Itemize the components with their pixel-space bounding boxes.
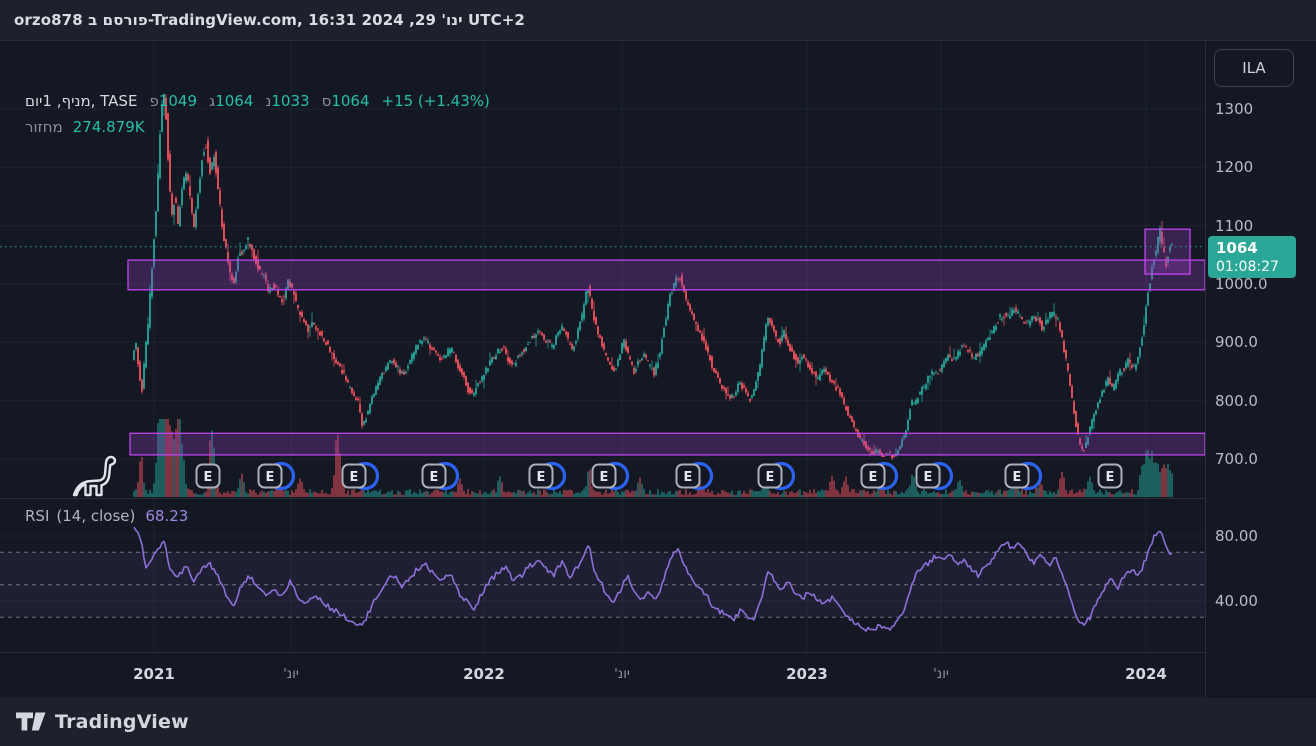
ohlc-value: 1064 — [331, 92, 369, 110]
text-token: ינו' — [441, 11, 462, 29]
volume-label: מחזור — [25, 118, 63, 136]
rsi-legend: RSI (14, close) 68.23 — [25, 507, 188, 525]
price-axis[interactable]: ILA 1064 01:08:27 1300 1200 1100 1000.0 900.… — [1205, 41, 1316, 698]
chart-svg[interactable]: EEEEEEEEEEEE — [0, 41, 1205, 698]
price-badge-value: 1064 — [1216, 238, 1296, 258]
earnings-marker[interactable]: E — [917, 464, 952, 489]
price-axis-label: 1300 — [1215, 100, 1253, 118]
ohlc-value: 1064 — [215, 92, 253, 110]
svg-text:E: E — [1013, 470, 1022, 485]
symbol-legend: מניף, 1יום, TASEפ1049ג1064נ1033ס1064+15 … — [25, 92, 490, 110]
svg-text:E: E — [684, 470, 693, 485]
time-axis-label: יונ' — [256, 665, 326, 683]
symbol-box-label: ILA — [1242, 59, 1265, 77]
svg-text:E: E — [600, 470, 609, 485]
text-token: , TASE — [91, 92, 138, 110]
earnings-marker[interactable]: E — [677, 464, 712, 489]
text-token: -TradingView.com, 16:31 2024 ,29 — [148, 11, 441, 29]
support-zone[interactable] — [130, 433, 1205, 455]
tradingview-logo-text: TradingView — [55, 711, 189, 733]
price-box-recent[interactable] — [1145, 229, 1190, 274]
earnings-marker[interactable]: E — [1099, 465, 1122, 488]
svg-text:E: E — [537, 470, 546, 485]
earnings-marker[interactable]: E — [423, 464, 458, 489]
dino-sticker[interactable] — [74, 457, 115, 495]
time-axis[interactable]: 2021 יונ' 2022 יונ' 2023 יונ' 2024 — [0, 652, 1205, 698]
text-token: פורסם ב — [88, 11, 148, 29]
svg-text:E: E — [266, 470, 275, 485]
rsi-axis-label: 40.00 — [1215, 592, 1258, 610]
rsi-axis-label: 80.00 — [1215, 527, 1258, 545]
text-token: orzo878 — [14, 11, 88, 29]
earnings-marker[interactable]: E — [259, 464, 294, 489]
svg-text:E: E — [869, 470, 878, 485]
price-badge-countdown: 01:08:27 — [1216, 258, 1296, 276]
svg-text:E: E — [1106, 470, 1115, 485]
earnings-marker[interactable]: E — [343, 464, 378, 489]
time-axis-label: 2024 — [1111, 665, 1181, 683]
tradingview-snapshot: orzo878 פורסם ב-TradingView.com, 16:31 2… — [0, 0, 1316, 746]
price-axis-label: 900.0 — [1215, 333, 1258, 351]
chart-frame: EEEEEEEEEEEE מניף, 1יום, TASEפ1049ג1064נ… — [0, 40, 1316, 697]
volume-legend: מחזור 274.879K — [25, 118, 145, 136]
attribution-bar: orzo878 פורסם ב-TradingView.com, 16:31 2… — [0, 0, 1316, 40]
tradingview-logo[interactable]: TradingView — [16, 711, 189, 733]
svg-text:E: E — [350, 470, 359, 485]
resistance-zone[interactable] — [128, 260, 1205, 290]
earnings-marker[interactable]: E — [530, 464, 565, 489]
ohlc-label: ס — [322, 92, 332, 110]
svg-text:E: E — [766, 470, 775, 485]
chart-canvas[interactable]: EEEEEEEEEEEE — [0, 41, 1205, 698]
earnings-marker[interactable]: E — [197, 465, 220, 488]
price-axis-label: 1000.0 — [1215, 275, 1268, 293]
price-axis-label: 800.0 — [1215, 392, 1258, 410]
volume-value: 274.879K — [73, 118, 145, 136]
price-axis-label: 1200 — [1215, 158, 1253, 176]
earnings-marker[interactable]: E — [1006, 464, 1041, 489]
ohlc-value: 1033 — [271, 92, 309, 110]
time-axis-label: יונ' — [906, 665, 976, 683]
pane-separator[interactable] — [0, 498, 1316, 499]
text-token: UTC+2 — [463, 11, 525, 29]
change-value: +15 (+1.43%) — [382, 92, 490, 110]
time-axis-label: 2022 — [449, 665, 519, 683]
svg-text:E: E — [924, 470, 933, 485]
time-axis-label: יונ' — [587, 665, 657, 683]
footer-bar: TradingView — [0, 697, 1316, 746]
rsi-name: RSI — [25, 507, 49, 525]
ohlc-label: פ — [149, 92, 158, 110]
svg-text:E: E — [430, 470, 439, 485]
tradingview-logo-icon — [16, 712, 46, 731]
price-axis-label: 1100 — [1215, 217, 1253, 235]
rsi-value: 68.23 — [145, 507, 188, 525]
earnings-marker[interactable]: E — [759, 464, 794, 489]
price-badge: 1064 01:08:27 — [1208, 236, 1296, 278]
rsi-params: (14, close) — [56, 507, 135, 525]
ohlc-value: 1049 — [159, 92, 197, 110]
svg-text:E: E — [204, 470, 213, 485]
time-axis-label: 2021 — [119, 665, 189, 683]
price-axis-label: 700.0 — [1215, 450, 1258, 468]
text-token: מניף, 1יום — [25, 92, 91, 110]
symbol-box: ILA — [1214, 49, 1294, 87]
earnings-marker[interactable]: E — [862, 464, 897, 489]
time-axis-label: 2023 — [772, 665, 842, 683]
